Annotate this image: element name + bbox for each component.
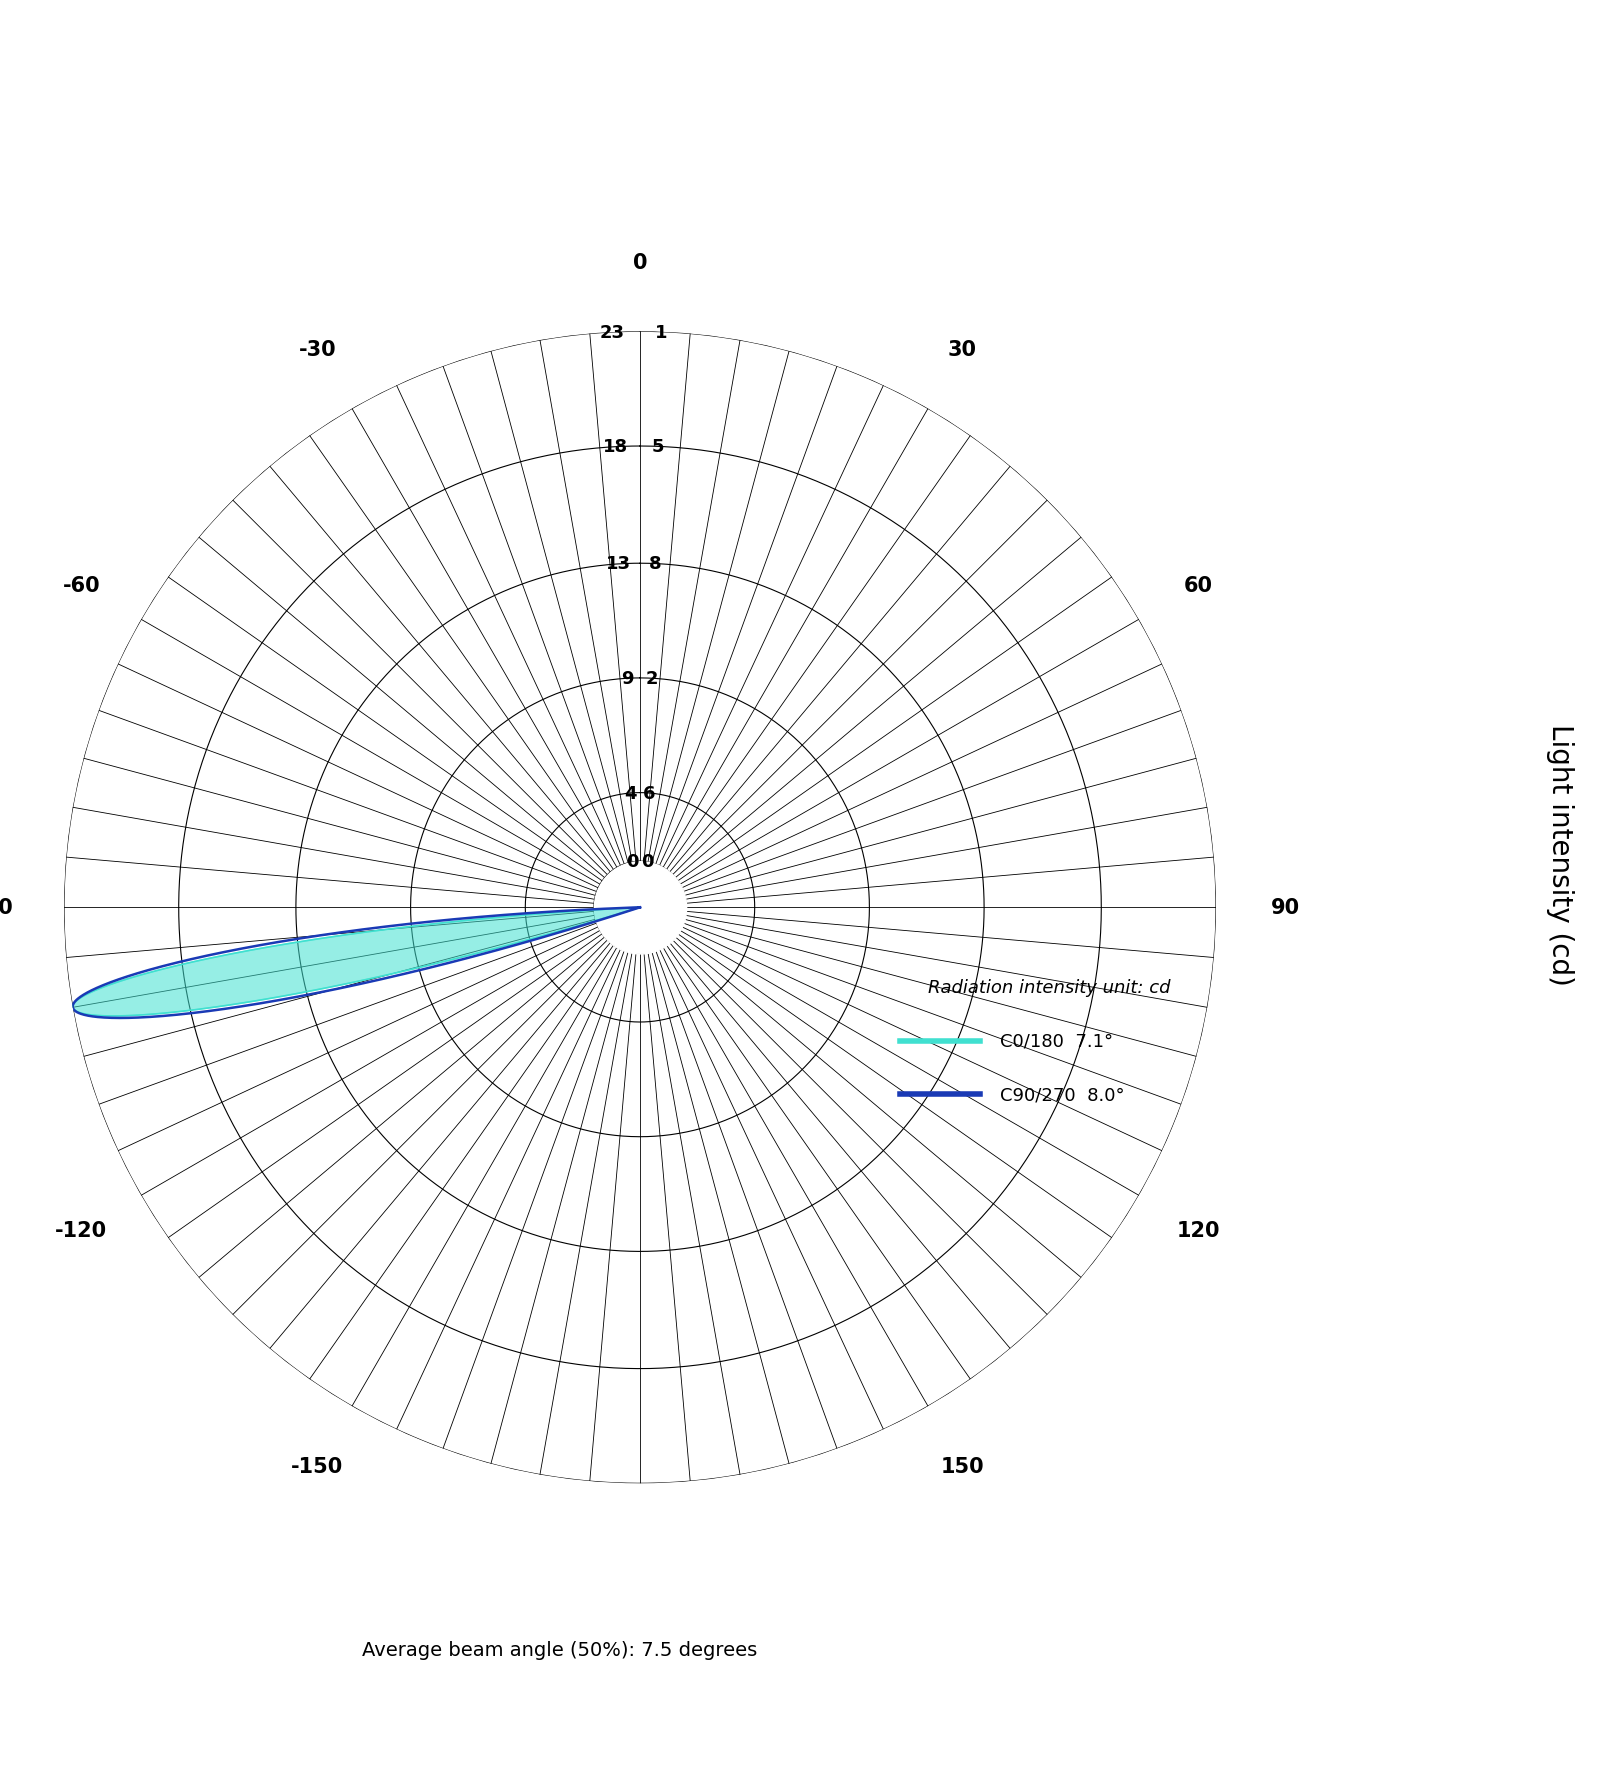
Text: 120: 120 [1178,1219,1221,1241]
Text: 23: 23 [600,324,626,342]
Text: 13: 13 [606,555,630,573]
Text: 6: 6 [643,785,656,803]
Text: 5: 5 [653,438,664,456]
Text: -60: -60 [62,575,101,596]
Text: Light intensity (cd): Light intensity (cd) [1546,723,1574,986]
Text: -30: -30 [299,340,336,360]
Text: 30: 30 [949,340,978,360]
Text: 9: 9 [621,669,634,687]
Text: 8: 8 [650,555,662,573]
Text: 90: 90 [1270,897,1299,918]
Text: 0: 0 [632,253,648,272]
Text: 1: 1 [654,324,667,342]
Text: -150: -150 [291,1456,344,1476]
Polygon shape [72,908,640,1016]
Text: 60: 60 [1184,575,1213,596]
Text: 150: 150 [941,1456,984,1476]
Text: -90: -90 [0,897,14,918]
Text: Radiation intensity unit: cd: Radiation intensity unit: cd [928,979,1171,997]
Text: 4: 4 [624,785,637,803]
Text: 18: 18 [603,438,627,456]
Text: 0: 0 [626,853,638,870]
Text: C90/270  8.0°: C90/270 8.0° [1000,1086,1125,1104]
Text: 2: 2 [646,669,659,687]
Text: 0: 0 [642,853,654,870]
Text: Average beam angle (50%): 7.5 degrees: Average beam angle (50%): 7.5 degrees [362,1641,758,1659]
Text: C0/180  7.1°: C0/180 7.1° [1000,1032,1114,1050]
Text: -120: -120 [56,1219,107,1241]
